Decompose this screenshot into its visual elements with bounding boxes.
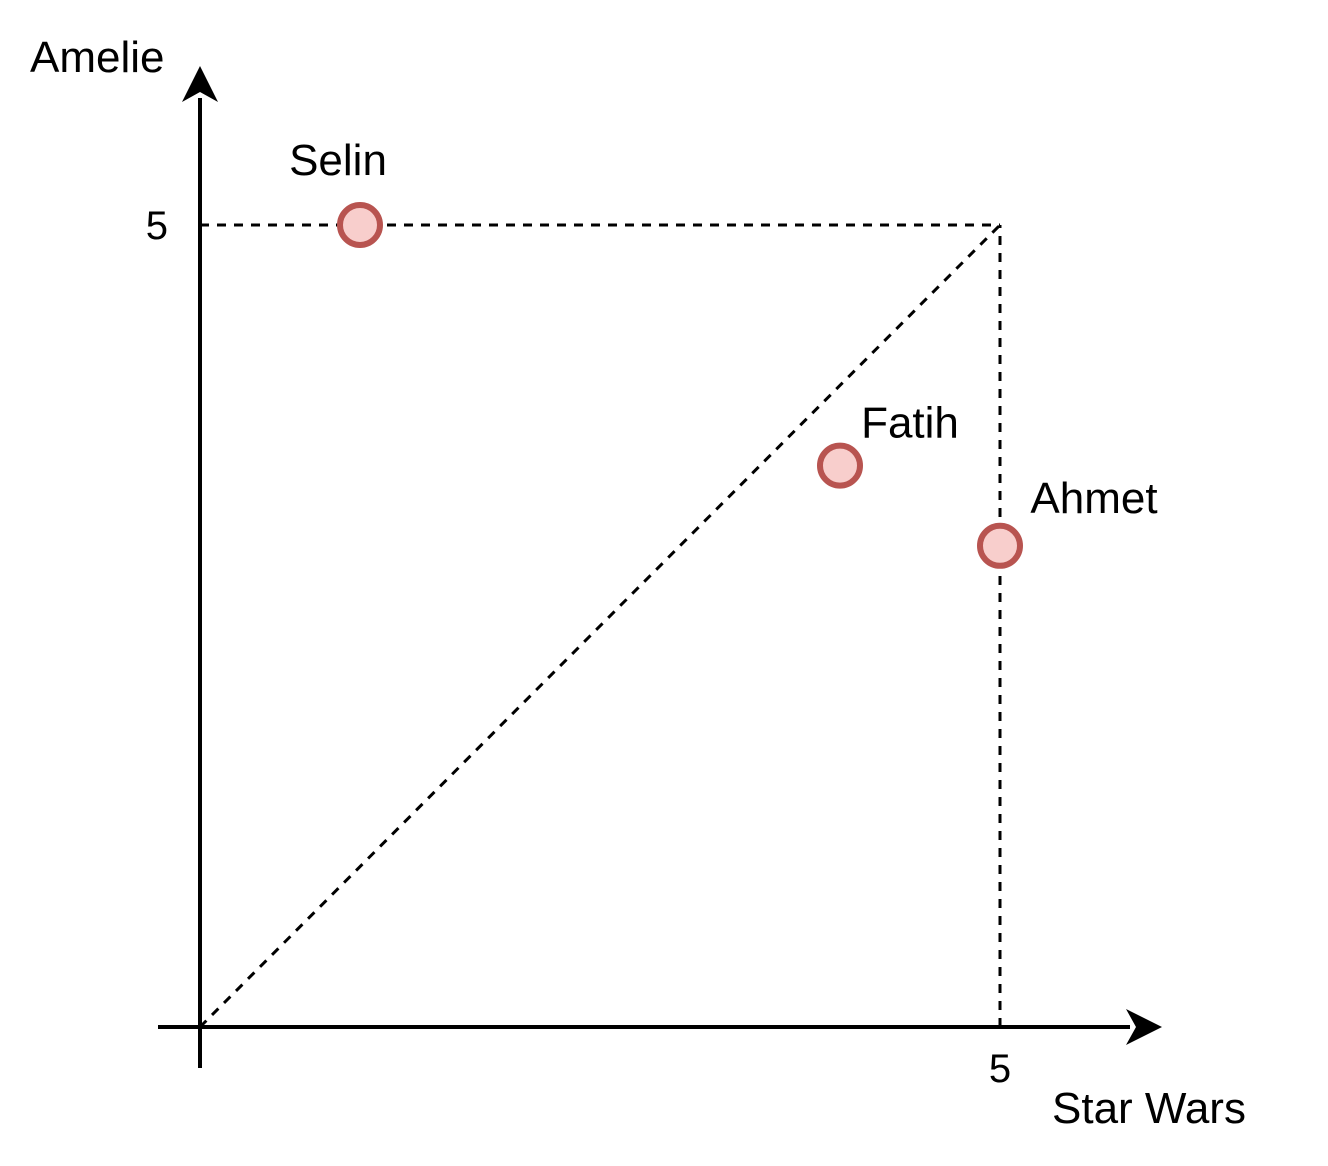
x-axis-title: Star Wars [1052,1084,1246,1133]
data-point-selin [337,202,383,248]
reference-line-diagonal [198,223,1002,1029]
point-label-ahmet: Ahmet [1030,474,1157,523]
x-tick-label: 5 [989,1047,1011,1091]
y-tick-label: 5 [146,204,168,248]
x-axis-arrow [1126,1009,1162,1045]
point-label-selin: Selin [289,136,387,185]
y-axis-arrow [182,66,218,102]
reference-lines [198,223,1002,1029]
tick-labels: 55 [146,204,1011,1091]
y-axis-title: Amelie [30,33,165,82]
data-points: Selin Fatih Ahmet [289,136,1158,569]
data-point-ahmet [977,522,1023,569]
data-point-fatih [817,442,863,489]
point-label-fatih: Fatih [861,399,959,448]
